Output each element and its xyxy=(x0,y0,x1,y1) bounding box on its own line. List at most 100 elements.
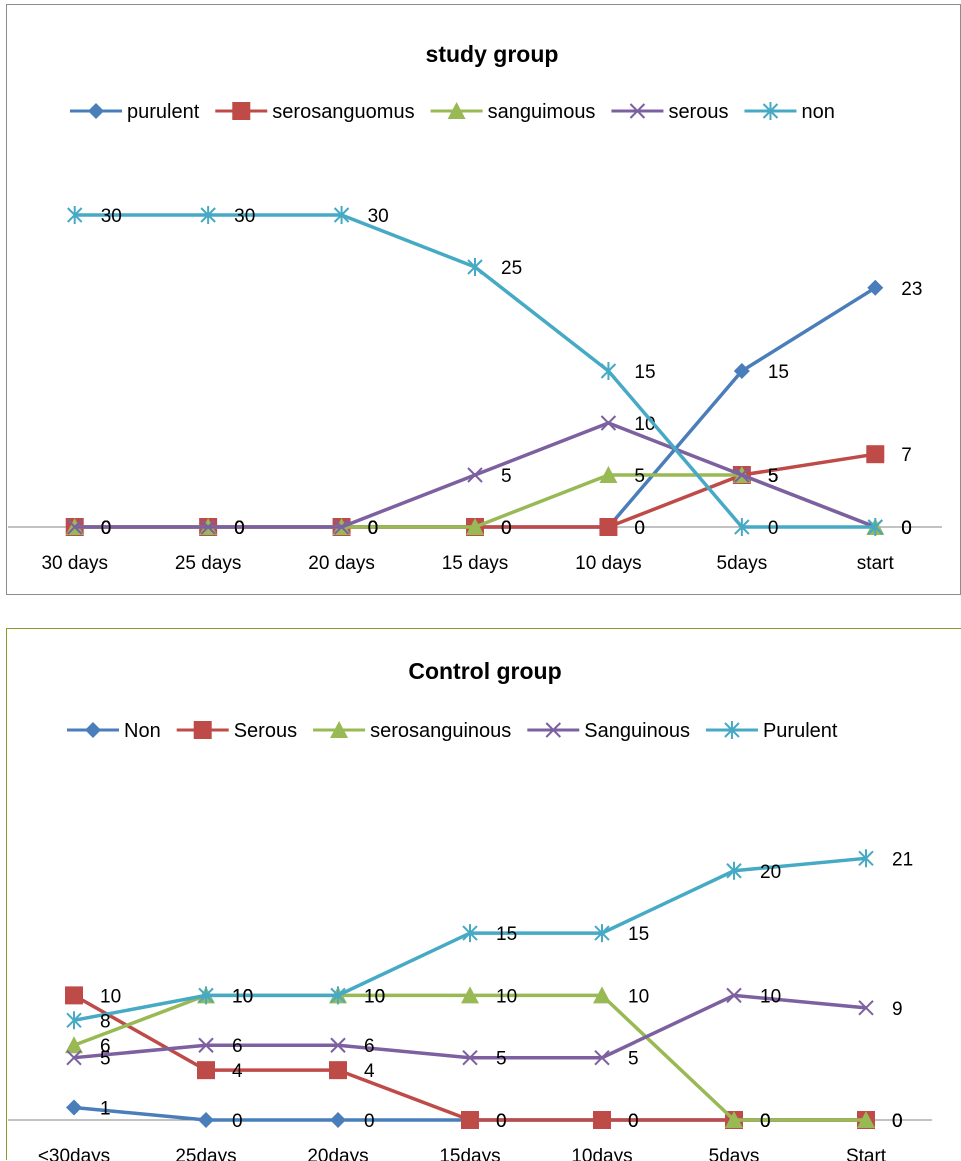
legend-entry: Purulent xyxy=(705,720,838,742)
data-label: 0 xyxy=(892,1111,903,1132)
data-point xyxy=(734,467,750,483)
data-point xyxy=(197,1061,215,1080)
data-label: 5 xyxy=(634,466,645,487)
data-point xyxy=(461,1111,479,1129)
series-line xyxy=(73,993,867,1060)
data-label: 15 xyxy=(768,362,789,383)
legend-entry: serosanguinous xyxy=(313,720,511,742)
legend-marker xyxy=(330,721,349,738)
data-label: 5 xyxy=(501,466,512,487)
data-label: 1 xyxy=(100,1099,111,1120)
legend-marker xyxy=(85,722,101,738)
legend-label: purulent xyxy=(127,101,200,123)
data-point xyxy=(600,362,617,380)
data-label: 4 xyxy=(232,1061,243,1082)
data-label: 0 xyxy=(368,518,379,539)
x-tick-label: 20days xyxy=(307,1146,368,1161)
legend-entry: sanguimous xyxy=(430,101,595,123)
legend-marker xyxy=(762,102,779,120)
data-label: 5 xyxy=(768,466,779,487)
data-point xyxy=(858,1000,874,1016)
legend-marker xyxy=(629,103,646,119)
data-label: 9 xyxy=(892,999,903,1020)
data-label: 0 xyxy=(901,518,912,539)
legend-label: Sanguinous xyxy=(584,720,690,742)
data-label: 10 xyxy=(100,986,121,1007)
data-point xyxy=(329,1061,347,1080)
legend-entry: Serous xyxy=(176,720,297,742)
series-non: 30 30 30 25 15 0 0 xyxy=(67,206,912,539)
data-point xyxy=(461,986,479,1004)
legend-entry: Non xyxy=(67,720,161,742)
x-tick-label: 10days xyxy=(571,1146,632,1161)
data-point xyxy=(200,206,216,224)
data-point xyxy=(725,1111,743,1128)
data-point xyxy=(733,363,750,379)
legend-marker xyxy=(88,103,104,119)
x-tick-label: start xyxy=(857,553,895,574)
x-tick-label: 5days xyxy=(717,553,768,574)
data-point xyxy=(593,986,611,1004)
data-label: 25 xyxy=(501,258,522,279)
legend-label: Serous xyxy=(234,720,297,742)
data-point xyxy=(462,1049,478,1066)
data-point xyxy=(467,258,483,276)
data-point xyxy=(333,519,350,535)
x-tick-label: Start xyxy=(846,1146,887,1161)
x-tick-label: 5days xyxy=(709,1146,760,1161)
control-group-chart-panel: Control group Non Serous serosanguinous San… xyxy=(6,628,961,1161)
data-point xyxy=(66,1011,82,1030)
data-point xyxy=(67,206,83,224)
data-label: 10 xyxy=(364,986,385,1007)
legend-label: serosanguomus xyxy=(272,101,414,123)
data-label: 6 xyxy=(100,1036,111,1057)
data-label: 0 xyxy=(364,1111,375,1132)
series-non: 1 0 0 0 0 0 0 xyxy=(66,1099,903,1132)
data-label: 23 xyxy=(901,279,922,300)
legend-label: Non xyxy=(124,720,161,742)
legend-label: Purulent xyxy=(763,720,838,742)
series-line xyxy=(74,452,876,529)
data-point xyxy=(726,987,742,1004)
data-point xyxy=(726,861,742,880)
legend-entry: serous xyxy=(611,101,728,123)
data-label: 10 xyxy=(496,986,517,1007)
legend-marker xyxy=(447,102,466,119)
data-label: 0 xyxy=(496,1111,507,1132)
data-point xyxy=(593,1111,611,1129)
data-label: 10 xyxy=(760,986,781,1007)
data-point xyxy=(734,518,750,536)
data-point xyxy=(858,849,874,868)
data-label: 10 xyxy=(232,986,253,1007)
chart-title: Control group xyxy=(408,658,561,684)
data-label: 30 xyxy=(368,206,389,227)
data-label: 0 xyxy=(892,1111,903,1132)
data-point xyxy=(198,986,214,1005)
data-point xyxy=(330,1037,346,1053)
data-label: 0 xyxy=(234,518,245,539)
legend-entry: Sanguinous xyxy=(527,720,690,742)
legend-entry: non xyxy=(744,101,835,123)
x-tick-label: 20 days xyxy=(308,553,375,574)
legend-label: serosanguinous xyxy=(370,720,511,742)
data-label: 0 xyxy=(501,518,512,539)
data-point xyxy=(466,518,484,535)
data-point xyxy=(594,1049,610,1066)
x-tick-label: 15 days xyxy=(442,553,509,574)
data-point xyxy=(867,518,883,536)
data-label: 20 xyxy=(760,862,781,883)
x-tick-label: 25days xyxy=(175,1146,236,1161)
data-label: 5 xyxy=(100,1049,111,1070)
data-label: 15 xyxy=(628,924,649,945)
legend-entry: purulent xyxy=(70,101,200,123)
study-group-chart: study group purulent serosanguomus sanguim… xyxy=(8,41,942,574)
data-label: 6 xyxy=(364,1036,375,1057)
data-label: 10 xyxy=(628,986,649,1007)
data-label: 0 xyxy=(501,518,512,539)
data-point xyxy=(66,1049,82,1066)
data-point xyxy=(594,924,610,943)
data-label: 5 xyxy=(768,466,779,487)
data-label: 5 xyxy=(768,466,779,487)
series-purulent: 8 10 10 15 15 20 21 xyxy=(66,849,913,1032)
